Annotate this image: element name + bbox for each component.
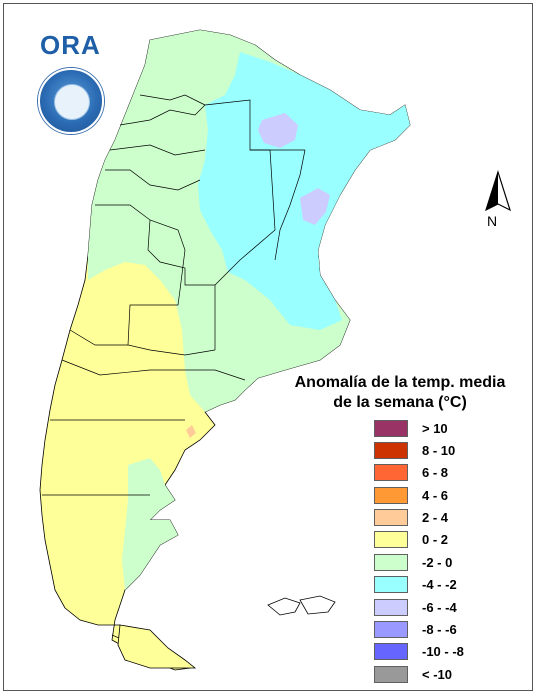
north-label: N [487,213,498,229]
legend-swatch [374,643,408,661]
legend-swatch [374,486,408,504]
legend-label: 4 - 6 [422,487,449,503]
legend-swatch [374,553,408,571]
legend-label: 6 - 8 [422,465,449,481]
legend-swatch [374,576,408,594]
legend-item: -6 - -4 [374,596,524,618]
legend-label: 2 - 4 [422,510,449,526]
legend-swatch [374,509,408,527]
legend-swatch [374,441,408,459]
zone-mild-positive [186,425,196,438]
legend-swatch [374,598,408,616]
legend-swatch [374,665,408,683]
legend-item: 0 - 2 [374,529,524,551]
zone-cold-anomaly-chaco [258,113,298,148]
zone-cold-anomaly-misiones [300,188,330,225]
legend-item: -4 - -2 [374,574,524,596]
north-arrow-icon [485,170,511,212]
legend-swatch [374,464,408,482]
legend-item: 8 - 10 [374,439,524,461]
legend-item: < -10 [374,663,524,685]
legend-label: -8 - -6 [422,622,457,638]
legend-label: -4 - -2 [422,577,457,593]
legend-label: 8 - 10 [422,442,456,458]
smn-emblem-icon [38,68,104,134]
province-borders [42,94,306,669]
legend-label: > 10 [422,420,448,436]
legend-item: -10 - -8 [374,641,524,663]
legend-item: -8 - -6 [374,619,524,641]
legend-label: < -10 [422,666,452,682]
legend-swatch [374,531,408,549]
legend-title-line2: de la semana (°C) [333,394,467,411]
legend-label: -10 - -8 [422,644,464,660]
legend-swatch [374,621,408,639]
legend: > 10 8 - 10 6 - 8 4 - 6 2 - 4 0 - 2 -2 - 0 -4 -… [374,417,524,686]
legend-label: -6 - -4 [422,599,457,615]
legend-item: 2 - 4 [374,507,524,529]
legend-swatch [374,419,408,437]
zone-near-normal-patagonia [122,458,178,590]
legend-item: -2 - 0 [374,551,524,573]
legend-item: 4 - 6 [374,484,524,506]
zone-cool-anomaly [198,52,410,330]
map-frame [3,3,533,691]
legend-item: > 10 [374,417,524,439]
malvinas-islands [267,595,336,616]
legend-title-line1: Anomalía de la temp. media [294,374,506,391]
ora-logo: ORA [40,30,101,60]
legend-title: Anomalía de la temp. media de la semana … [280,373,520,413]
tierra-del-fuego [117,624,197,669]
legend-item: 6 - 8 [374,462,524,484]
legend-label: 0 - 2 [422,532,449,548]
emblem-center [54,84,90,120]
legend-label: -2 - 0 [422,554,453,570]
